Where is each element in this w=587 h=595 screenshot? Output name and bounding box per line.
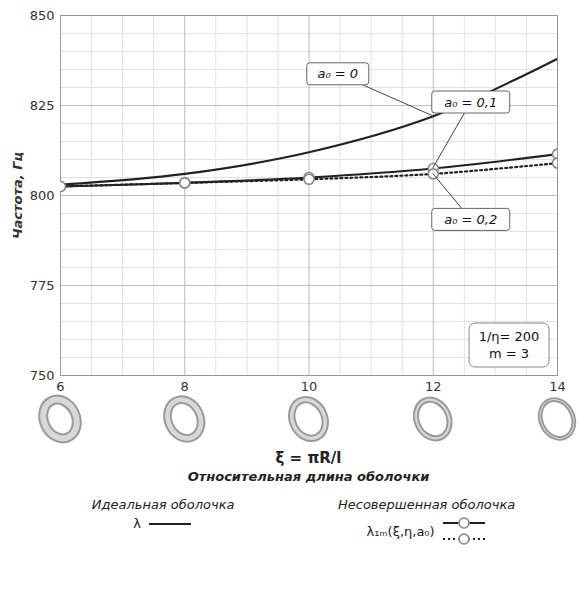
svg-text:Относительная длина оболочки: Относительная длина оболочки (188, 469, 430, 484)
html-text:Несовершенная оболочка: Несовершенная оболочка (338, 497, 516, 512)
svg-text:a₀ = 0,2: a₀ = 0,2 (444, 212, 497, 227)
html-text:λ₁ₘ(ξ,η,a₀): λ₁ₘ(ξ,η,a₀) (366, 523, 435, 539)
html-text:λ: λ (133, 516, 141, 531)
svg-text:8: 8 (181, 379, 189, 394)
svg-text:825: 825 (30, 98, 55, 113)
svg-text:Частота, Гц: Частота, Гц (10, 152, 25, 239)
svg-text:775: 775 (30, 278, 55, 293)
svg-text:ξ = πR/l: ξ = πR/l (276, 449, 342, 467)
svg-text:800: 800 (30, 188, 55, 203)
svg-text:a₀ = 0,1: a₀ = 0,1 (444, 95, 497, 110)
html-text:Идеальная оболочка: Идеальная оболочка (91, 497, 235, 512)
svg-text:1/η= 200: 1/η= 200 (479, 329, 540, 344)
svg-text:a₀ = 0: a₀ = 0 (317, 66, 358, 81)
svg-text:m = 3: m = 3 (489, 346, 529, 361)
svg-text:850: 850 (30, 8, 55, 23)
svg-text:6: 6 (56, 379, 64, 394)
svg-text:14: 14 (549, 379, 566, 394)
svg-text:750: 750 (30, 368, 55, 383)
svg-text:10: 10 (301, 379, 318, 394)
svg-text:12: 12 (425, 379, 442, 394)
